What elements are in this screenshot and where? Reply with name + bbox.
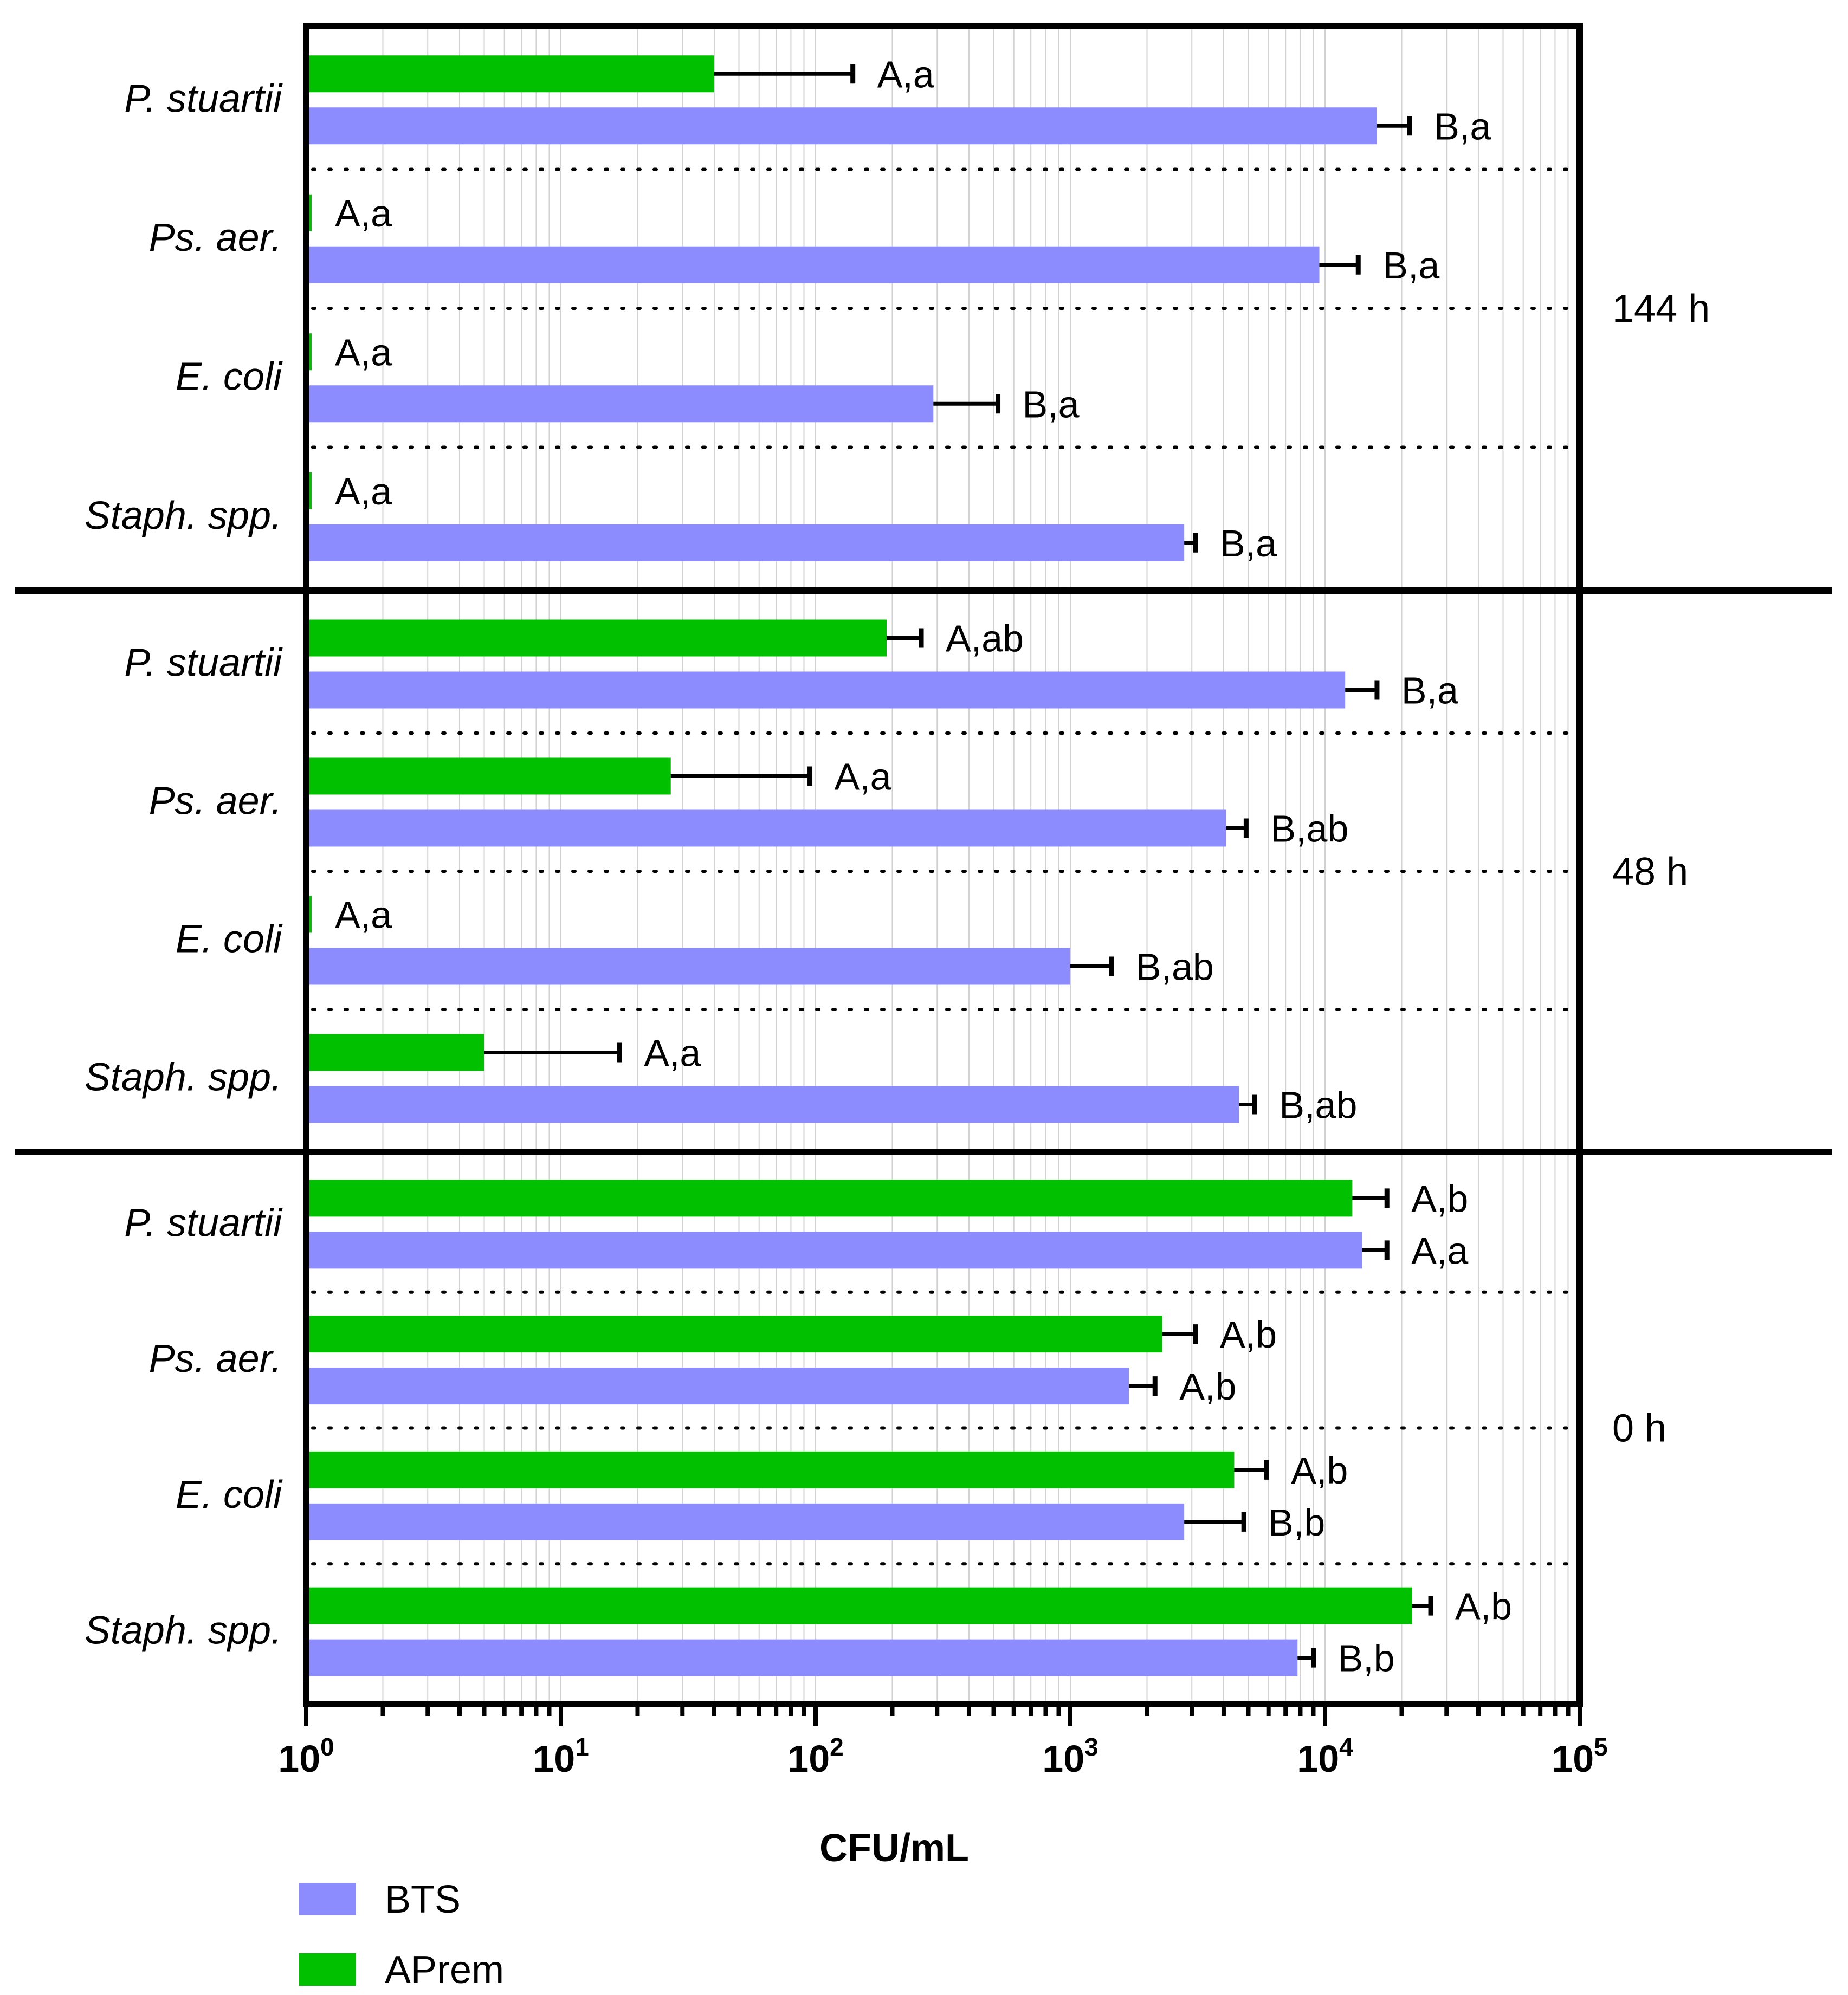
category-label: Staph. spp. <box>85 1609 282 1653</box>
x-tick-label: 104 <box>1297 1733 1353 1780</box>
bar-bts <box>306 385 934 423</box>
x-axis: 100 101 102 103 104 105 CFU/mL <box>278 1704 1608 1870</box>
significance-label: A,b <box>1411 1177 1468 1220</box>
error-bars <box>484 64 1433 1668</box>
significance-label: A,a <box>835 756 891 798</box>
significance-label: B,a <box>1382 244 1439 287</box>
significance-label: A,a <box>335 470 392 513</box>
bar-bts <box>306 1368 1129 1405</box>
gridlines <box>382 26 1569 1704</box>
bar-bts <box>306 246 1320 283</box>
legend-label: APrem <box>385 1948 504 1992</box>
bar-bts <box>306 948 1070 985</box>
x-tick-label: 102 <box>787 1733 843 1780</box>
bar-aprem <box>306 55 714 93</box>
bar-bts <box>306 1232 1362 1269</box>
significance-label: A,a <box>335 192 392 235</box>
significance-label: A,ab <box>946 618 1024 660</box>
bars <box>306 55 1412 1676</box>
category-label: P. stuartii <box>124 1201 283 1245</box>
bar-aprem <box>306 1034 484 1071</box>
time-labels: 144 h 48 h 0 h <box>1612 287 1710 1450</box>
significance-label: B,ab <box>1136 946 1214 988</box>
group-separators <box>311 167 1575 1566</box>
significance-label: A,a <box>877 53 934 95</box>
category-label: Ps. aer. <box>149 1337 282 1381</box>
legend: BTS APrem <box>299 1878 504 1992</box>
category-label: E. coli <box>176 355 283 398</box>
bar-aprem <box>306 1587 1412 1624</box>
bar-aprem <box>306 619 887 657</box>
significance-label: A,b <box>1455 1585 1512 1628</box>
bar-bts <box>306 107 1377 145</box>
significance-label: A,b <box>1179 1365 1236 1408</box>
significance-label: A,a <box>1411 1229 1468 1272</box>
x-axis-title: CFU/mL <box>819 1826 969 1870</box>
bar-bts <box>306 1639 1298 1676</box>
bar-aprem <box>306 1180 1353 1217</box>
bar-bts <box>306 809 1227 847</box>
time-label: 144 h <box>1612 287 1710 331</box>
significance-label: A,a <box>644 1032 701 1074</box>
bar-bts <box>306 1503 1185 1540</box>
significance-label: A,a <box>335 894 392 936</box>
bar-aprem <box>306 757 671 795</box>
significance-label: B,a <box>1023 383 1080 425</box>
category-label: E. coli <box>176 918 283 961</box>
legend-label: BTS <box>385 1878 461 1921</box>
significance-label: B,ab <box>1279 1084 1357 1126</box>
x-tick-label: 101 <box>533 1733 589 1780</box>
legend-swatch <box>299 1953 356 1986</box>
category-label: Staph. spp. <box>85 494 282 537</box>
category-label: Ps. aer. <box>149 216 282 260</box>
x-tick-label: 100 <box>278 1733 334 1780</box>
bar-bts <box>306 1086 1239 1123</box>
bar-aprem <box>306 1451 1235 1488</box>
bar-aprem <box>306 1316 1163 1353</box>
significance-label: B,b <box>1268 1501 1325 1544</box>
significance-label: A,b <box>1220 1313 1277 1356</box>
category-label: Ps. aer. <box>149 780 282 823</box>
legend-swatch <box>299 1883 356 1915</box>
significance-label: A,a <box>335 331 392 373</box>
category-label: P. stuartii <box>124 642 283 685</box>
category-label: P. stuartii <box>124 77 283 120</box>
time-label: 48 h <box>1612 850 1688 893</box>
category-labels: P. stuartii Ps. aer. E. coli Staph. spp. P. … <box>85 77 283 1652</box>
significance-label: B,b <box>1337 1637 1394 1680</box>
significance-label: B,ab <box>1270 808 1348 850</box>
bar-bts <box>306 524 1185 561</box>
bar-bts <box>306 671 1346 709</box>
category-label: E. coli <box>176 1473 283 1517</box>
category-label: Staph. spp. <box>85 1056 282 1099</box>
significance-label: A,b <box>1291 1449 1348 1492</box>
significance-label: B,a <box>1401 670 1458 712</box>
time-label: 0 h <box>1612 1407 1666 1450</box>
x-tick-label: 103 <box>1042 1733 1098 1780</box>
significance-label: B,a <box>1220 522 1277 565</box>
significance-label: B,a <box>1434 105 1491 147</box>
x-tick-label: 105 <box>1552 1733 1607 1780</box>
plot-frame <box>15 23 1832 1707</box>
significance-labels: A,a B,a A,a B,a A,a B,a A,a B,a A,ab B,a A,a B,ab A,… <box>335 53 1512 1679</box>
